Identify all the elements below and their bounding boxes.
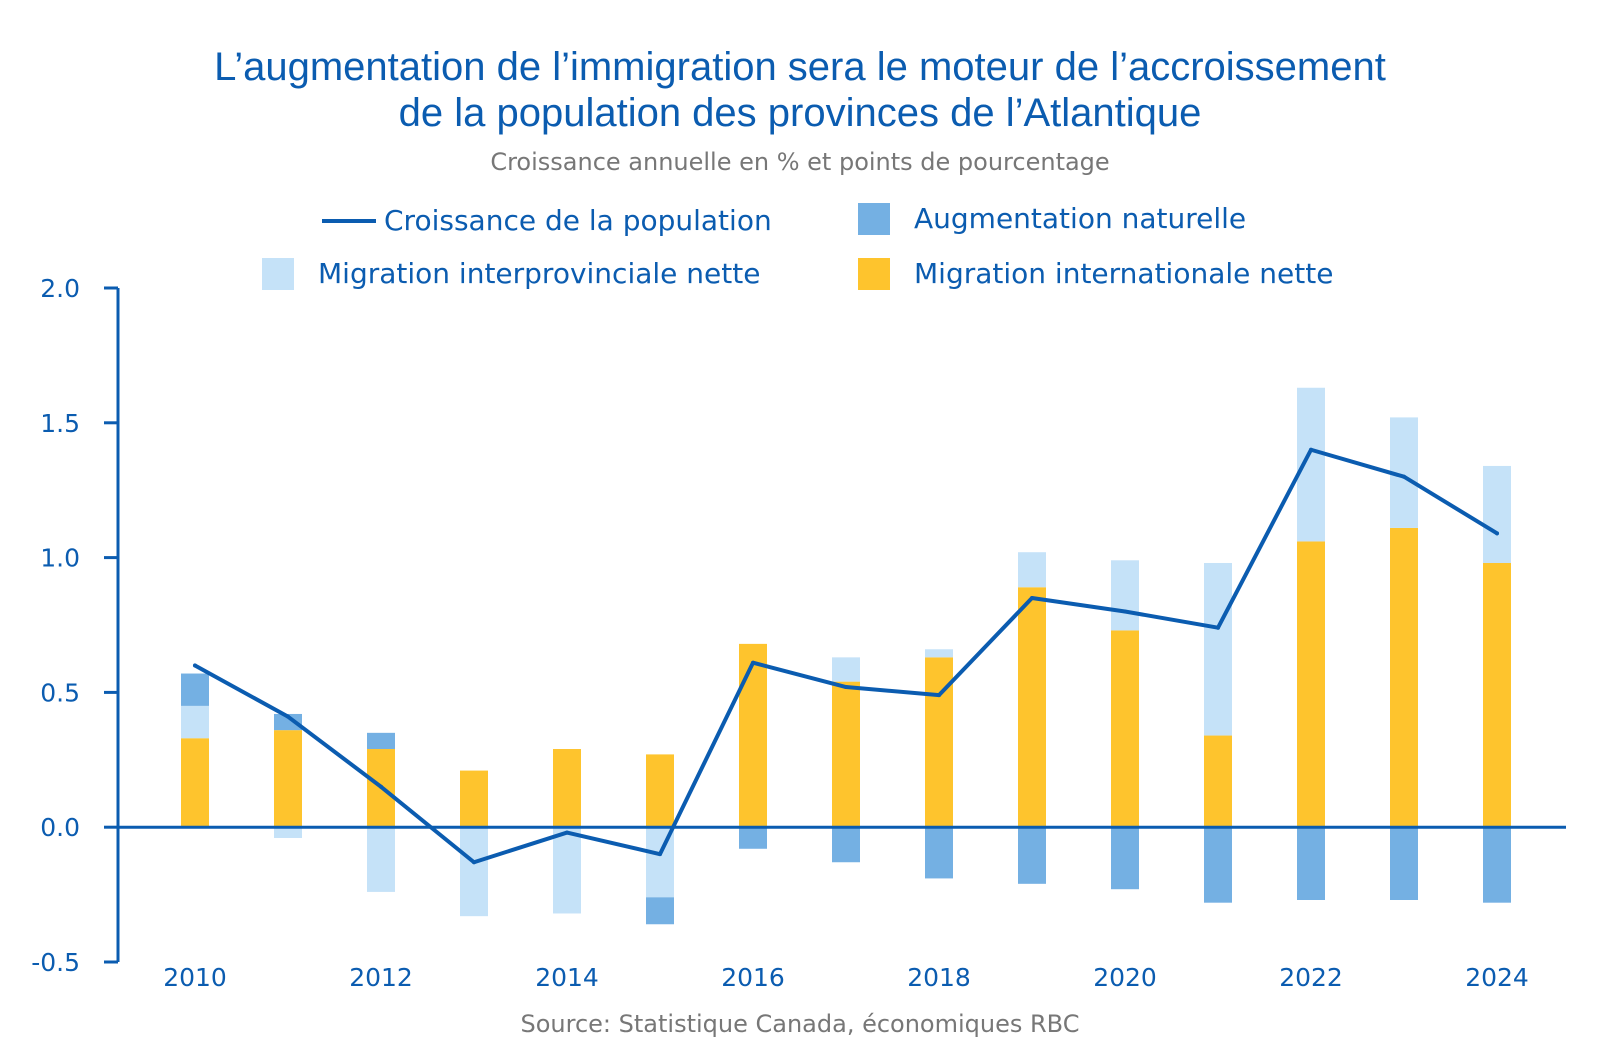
bar-natural-2024 bbox=[1483, 827, 1511, 903]
bar-natural-2010 bbox=[181, 673, 209, 706]
bar-natural-2022 bbox=[1297, 827, 1325, 900]
legend-swatch-line bbox=[322, 218, 376, 223]
bar-international-2013 bbox=[460, 770, 488, 828]
bar-natural-2012 bbox=[367, 732, 395, 750]
bar-international-2019 bbox=[1018, 587, 1046, 828]
x-tick-label: 2012 bbox=[349, 963, 413, 992]
bar-interprovincial-2013 bbox=[460, 827, 488, 917]
population-growth-point-2011 bbox=[286, 714, 290, 719]
chart-title-line-2: de la population des provinces de l’Atla… bbox=[398, 91, 1202, 135]
y-tick-label: 1.0 bbox=[40, 544, 80, 573]
legend-label-croissance: Croissance de la population bbox=[384, 204, 772, 237]
population-growth-point-2023 bbox=[1402, 474, 1406, 479]
chart-plot: 2.0 1.5 1.0 0.5 0.0 -0.5 2010 2012 2014 2016 2018 2… bbox=[31, 274, 1566, 992]
bar-international-2022 bbox=[1297, 541, 1325, 828]
population-growth-point-2012 bbox=[379, 784, 383, 789]
legend-swatch-naturelle bbox=[858, 202, 890, 235]
x-tick-label: 2014 bbox=[535, 963, 599, 992]
population-growth-point-2024 bbox=[1495, 531, 1499, 536]
bar-natural-2018 bbox=[925, 827, 953, 879]
bar-natural-2015 bbox=[646, 897, 674, 925]
bar-interprovincial-2010 bbox=[181, 705, 209, 739]
bar-international-2016 bbox=[739, 643, 767, 828]
chart-subtitle: Croissance annuelle en % et points de po… bbox=[490, 148, 1110, 176]
population-growth-point-2019 bbox=[1030, 596, 1034, 601]
bar-international-2017 bbox=[832, 681, 860, 828]
bar-natural-2023 bbox=[1390, 827, 1418, 900]
bar-natural-2021 bbox=[1204, 827, 1232, 903]
bar-international-2023 bbox=[1390, 527, 1418, 828]
population-growth-point-2020 bbox=[1123, 609, 1127, 614]
legend-item-croissance: Croissance de la population bbox=[322, 204, 772, 237]
population-growth-point-2010 bbox=[193, 663, 197, 668]
bar-interprovincial-2017 bbox=[832, 657, 860, 682]
bar-natural-2019 bbox=[1018, 827, 1046, 884]
legend-item-naturelle: Augmentation naturelle bbox=[858, 202, 1246, 235]
population-growth-point-2017 bbox=[844, 685, 848, 690]
x-tick-label: 2010 bbox=[163, 963, 227, 992]
chart-title: L’augmentation de l’immigration sera le … bbox=[0, 44, 1600, 136]
population-growth-point-2022 bbox=[1309, 447, 1313, 452]
y-tick-label: 1.5 bbox=[40, 409, 80, 438]
x-tick-label: 2022 bbox=[1279, 963, 1343, 992]
bar-interprovincial-2024 bbox=[1483, 465, 1511, 563]
bar-interprovincial-2011 bbox=[274, 827, 302, 838]
x-tick-label: 2018 bbox=[907, 963, 971, 992]
x-tick-label: 2016 bbox=[721, 963, 785, 992]
bar-international-2024 bbox=[1483, 562, 1511, 828]
legend-label-naturelle: Augmentation naturelle bbox=[914, 202, 1247, 235]
chart-title-line-1: L’augmentation de l’immigration sera le … bbox=[214, 45, 1386, 89]
bar-interprovincial-2019 bbox=[1018, 552, 1046, 588]
x-tick-label: 2024 bbox=[1465, 963, 1529, 992]
bar-interprovincial-2020 bbox=[1111, 560, 1139, 631]
y-tick-label: 0.0 bbox=[40, 813, 80, 842]
bar-international-2015 bbox=[646, 754, 674, 828]
population-growth-point-2021 bbox=[1216, 625, 1220, 630]
legend-swatch-internationale bbox=[858, 257, 890, 290]
bar-international-2020 bbox=[1111, 630, 1139, 828]
bar-natural-2011 bbox=[274, 713, 302, 731]
bar-international-2010 bbox=[181, 738, 209, 828]
legend-item-internationale: Migration internationale nette bbox=[858, 257, 1333, 290]
legend-label-internationale: Migration internationale nette bbox=[914, 257, 1334, 290]
bar-international-2011 bbox=[274, 730, 302, 828]
population-growth-point-2014 bbox=[565, 830, 569, 835]
population-growth-point-2013 bbox=[472, 860, 476, 865]
bar-natural-2016 bbox=[739, 827, 767, 849]
y-tick-label: 0.5 bbox=[40, 678, 80, 707]
legend-swatch-interprovinciale bbox=[262, 257, 294, 290]
legend-label-interprovinciale: Migration interprovinciale nette bbox=[318, 257, 761, 290]
bar-interprovincial-2018 bbox=[925, 649, 953, 658]
chart-source: Source: Statistique Canada, économiques … bbox=[520, 1010, 1080, 1038]
y-tick-label: 2.0 bbox=[40, 274, 80, 303]
y-tick-label: -0.5 bbox=[31, 948, 80, 977]
x-tick-label: 2020 bbox=[1093, 963, 1157, 992]
population-growth-point-2018 bbox=[937, 693, 941, 698]
population-growth-point-2016 bbox=[751, 660, 755, 665]
population-growth-point-2015 bbox=[658, 852, 662, 857]
bar-interprovincial-2014 bbox=[553, 827, 581, 914]
bar-interprovincial-2021 bbox=[1204, 562, 1232, 736]
bar-international-2014 bbox=[553, 749, 581, 828]
bar-natural-2020 bbox=[1111, 827, 1139, 890]
bar-natural-2017 bbox=[832, 827, 860, 863]
legend-item-interprovinciale: Migration interprovinciale nette bbox=[262, 257, 760, 290]
bar-international-2021 bbox=[1204, 735, 1232, 828]
bar-interprovincial-2012 bbox=[367, 827, 395, 892]
